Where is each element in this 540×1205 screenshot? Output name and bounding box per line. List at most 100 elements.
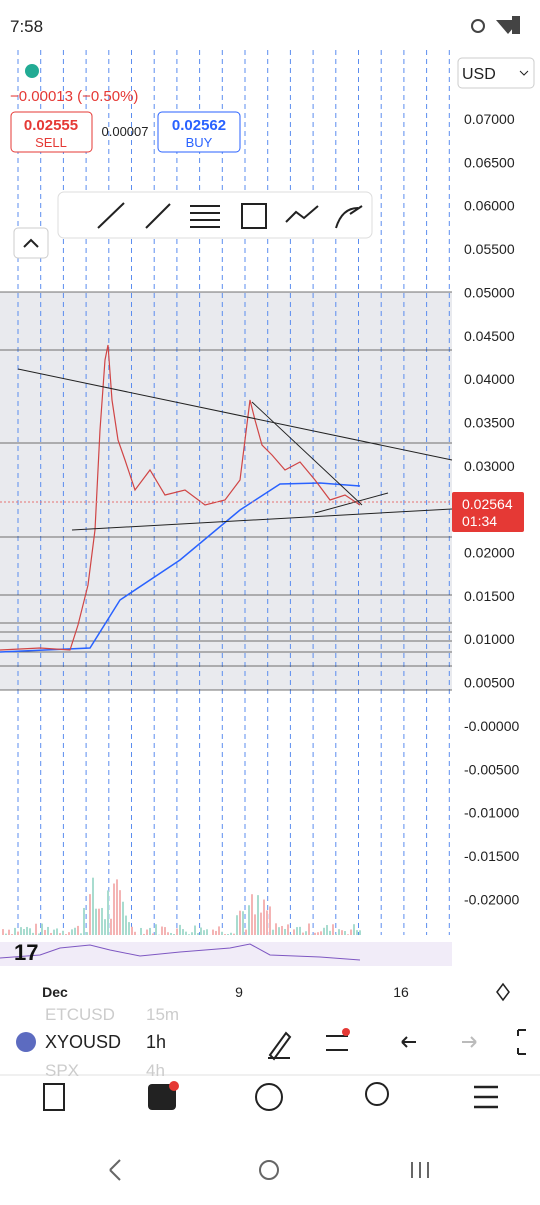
price-label: 0.01500 (464, 588, 515, 604)
volume-bar (359, 930, 361, 935)
volume-bar (290, 934, 292, 935)
volume-bar (332, 924, 334, 935)
volume-bar (227, 934, 229, 935)
volume-bar (41, 924, 43, 935)
price-label: -0.02000 (464, 891, 519, 907)
volume-bar (344, 931, 346, 935)
price-label: 0.04000 (464, 371, 515, 387)
volume-bar (167, 932, 169, 935)
volume-bar (350, 930, 352, 935)
sell-label[interactable]: SELL (35, 135, 67, 150)
recents-button[interactable] (412, 1162, 428, 1178)
volume-bar (71, 929, 73, 935)
volume-bar (17, 932, 19, 935)
price-label: -0.01000 (464, 805, 519, 821)
alarm-icon (472, 20, 484, 32)
time-label: Dec (42, 984, 68, 1000)
volume-bar (221, 932, 223, 935)
volume-bar (122, 902, 124, 935)
volume-bar (161, 927, 163, 935)
volume-bar (341, 930, 343, 935)
volume-bar (23, 929, 25, 935)
volume-bar (305, 931, 307, 935)
volume-bar (83, 908, 85, 935)
price-change: −0.00013 (−0.50%) (10, 88, 138, 105)
bar-countdown: 01:34 (462, 513, 497, 529)
home-button[interactable] (260, 1161, 278, 1179)
explore-icon[interactable] (256, 1084, 282, 1110)
volume-bar (77, 926, 79, 935)
fullscreen-icon[interactable] (518, 1030, 526, 1054)
volume-bar (251, 894, 253, 935)
currency[interactable]: USD (462, 66, 496, 83)
volume-bar (317, 932, 319, 935)
price-label: 0.07000 (464, 111, 515, 127)
price-label: -0.00500 (464, 761, 519, 777)
volume-bar (182, 929, 184, 935)
volume-bar (8, 930, 10, 935)
volume-bar (50, 933, 52, 935)
volume-bar (215, 931, 217, 935)
battery-icon (512, 16, 520, 34)
price-label: -0.00000 (464, 718, 519, 734)
price-label: 0.05500 (464, 241, 515, 257)
volume-bar (131, 927, 133, 935)
volume-bar (347, 934, 349, 935)
collapse-button[interactable] (14, 228, 48, 258)
back-button[interactable] (110, 1170, 120, 1180)
buy-label[interactable]: BUY (186, 135, 213, 150)
price-label: 0.03000 (464, 458, 515, 474)
volume-bar (173, 934, 175, 935)
undo-icon[interactable] (402, 1037, 416, 1047)
volume-bar (308, 923, 310, 935)
market-status (25, 64, 39, 78)
volume-bar (194, 926, 196, 935)
volume-bar (302, 933, 304, 935)
volume-bar (35, 924, 37, 935)
volume-bar (26, 927, 28, 935)
indicator-icon[interactable] (326, 1036, 348, 1050)
volume-bar (284, 929, 286, 935)
back-button[interactable] (110, 1160, 120, 1170)
volume-bar (110, 919, 112, 935)
volume-bar (239, 911, 241, 935)
volume-bar (62, 931, 64, 935)
badge (342, 1028, 350, 1036)
volume-bar (176, 929, 178, 935)
settings-icon[interactable] (497, 984, 509, 1000)
volume-bar (65, 934, 67, 935)
volume-bar (323, 928, 325, 935)
symbol[interactable]: XYOUSD (45, 1032, 121, 1052)
price-label: 0.06500 (464, 154, 515, 170)
volume-bar (59, 933, 61, 935)
volume (2, 878, 361, 935)
menu-icon[interactable] (474, 1087, 498, 1107)
buy-price[interactable]: 0.02562 (172, 117, 226, 134)
volume-bar (5, 934, 7, 935)
watchlist-icon[interactable] (44, 1084, 64, 1110)
volume-bar (230, 933, 232, 935)
ideas-icon[interactable] (366, 1083, 388, 1105)
interval-next: 4h (146, 1061, 165, 1080)
interval[interactable]: 1h (146, 1032, 166, 1052)
volume-bar (74, 928, 76, 935)
price-label: 0.06000 (464, 198, 515, 214)
volume-bar (11, 934, 13, 935)
volume-bar (164, 927, 166, 935)
volume-bar (149, 928, 151, 935)
volume-bar (260, 913, 262, 935)
volume-bar (125, 916, 127, 935)
volume-bar (101, 908, 103, 935)
status-time: 7:58 (10, 17, 43, 36)
interval-prev: 15m (146, 1005, 179, 1024)
draw-icon[interactable] (268, 1033, 290, 1059)
volume-bar (191, 932, 193, 935)
symbol-icon (16, 1032, 36, 1052)
volume-bar (287, 924, 289, 935)
volume-bar (242, 911, 244, 935)
price-label: 0.00500 (464, 675, 515, 691)
sell-price[interactable]: 0.02555 (24, 117, 78, 134)
volume-bar (179, 925, 181, 935)
volume-bar (89, 894, 91, 935)
